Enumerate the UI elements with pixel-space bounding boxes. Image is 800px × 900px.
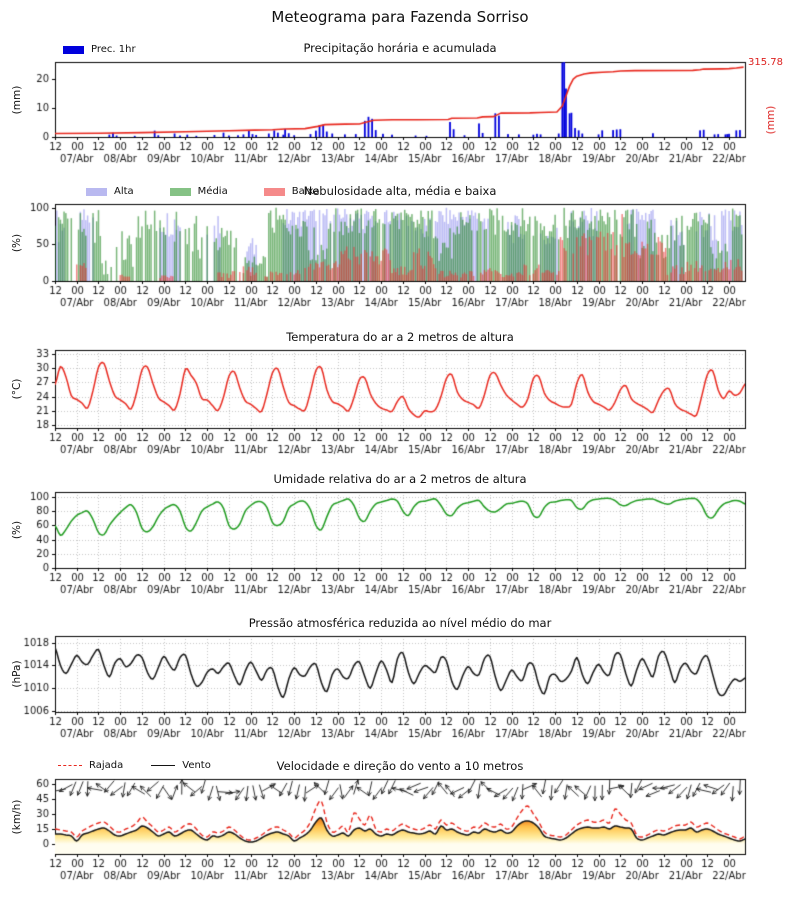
legend-swatch — [86, 187, 107, 196]
legend-item: Média — [169, 186, 228, 197]
legend-label: Média — [197, 186, 228, 197]
legend-line-swatch — [151, 765, 176, 766]
figure-title: Meteograma para Fazenda Sorriso — [271, 8, 529, 26]
legend-item: Rajada — [58, 760, 123, 771]
legend-line-swatch — [58, 765, 82, 766]
legend-label: Prec. 1hr — [91, 44, 136, 55]
legend-swatch — [63, 45, 84, 54]
y-axis-label-humidity: (%) — [11, 520, 23, 540]
subplot-title-humidity: Umidade relativa do ar a 2 metros de alt… — [273, 472, 527, 486]
legend-wind: Rajada Vento — [58, 760, 211, 771]
legend-label: Rajada — [89, 760, 124, 771]
subplot-title-wind: Velocidade e direção do vento a 10 metro… — [276, 759, 524, 773]
legend-label: Alta — [114, 186, 134, 197]
subplot-title-temperature: Temperatura do ar a 2 metros de altura — [286, 330, 514, 344]
subplot-title-precipitation: Precipitação horária e acumulada — [303, 41, 497, 55]
accumulated-total-annotation: 315.78 — [748, 57, 783, 68]
legend-label: Vento — [182, 760, 211, 771]
legend-cloudiness: Alta Média Baixa — [86, 186, 320, 197]
y-axis-label-wind: (km/h) — [11, 799, 23, 835]
legend-label: Baixa — [291, 186, 320, 197]
legend-item: Baixa — [263, 186, 320, 197]
legend-item: Vento — [151, 760, 211, 771]
subplot-title-cloudiness: Nebulosidade alta, média e baixa — [303, 184, 497, 198]
y-axis-label-temperature: (°C) — [11, 378, 23, 400]
legend-swatch — [169, 187, 191, 196]
y-axis-label-cloudiness: (%) — [11, 233, 23, 253]
subplot-title-pressure: Pressão atmosférica reduzida ao nível mé… — [248, 616, 552, 630]
right-y-axis-label-accumulated: (mm) — [765, 105, 777, 135]
y-axis-label-pressure: (hPa) — [11, 660, 23, 688]
legend-item: Alta — [86, 186, 134, 197]
legend-precipitation: Prec. 1hr — [63, 44, 136, 55]
y-axis-label-precipitation: (mm) — [11, 85, 23, 115]
legend-item: Prec. 1hr — [63, 44, 136, 55]
legend-swatch — [263, 187, 285, 196]
